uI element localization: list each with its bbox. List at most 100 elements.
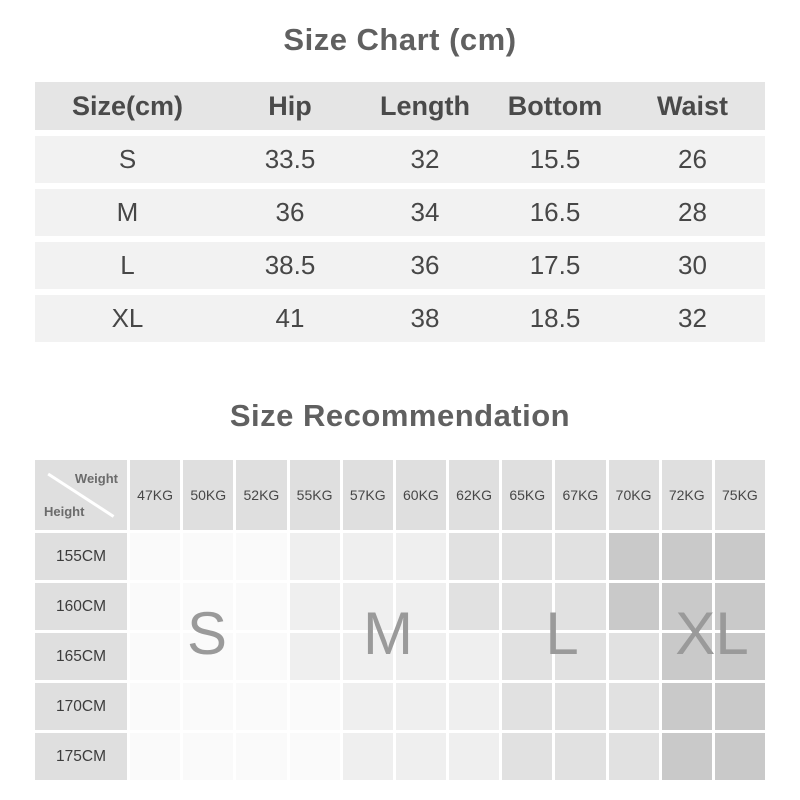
size-chart-header-row: Size(cm) Hip Length Bottom Waist — [35, 82, 765, 130]
value-cell: 32 — [410, 144, 440, 174]
value-cell: 15.5 — [529, 144, 581, 174]
value-cell: 36 — [275, 197, 305, 227]
zone-cell-m — [395, 633, 446, 680]
height-label-cell: 160CM — [35, 583, 127, 630]
value-cell: 36 — [410, 250, 440, 280]
zone-cell-xl — [661, 683, 712, 730]
zone-cell-l — [608, 633, 659, 680]
value-cell: 34 — [410, 197, 440, 227]
zone-cell-l — [502, 733, 553, 780]
weight-header-cell: 52KG — [236, 460, 287, 530]
zone-cell-xl — [661, 533, 712, 580]
value-cell: 33.5 — [264, 144, 316, 174]
zone-cell-m — [342, 633, 393, 680]
height-label-cell: 155CM — [35, 533, 127, 580]
value-cell: 30 — [678, 250, 707, 280]
zone-cell-xl — [714, 683, 765, 730]
value-cell: 38.5 — [264, 250, 316, 280]
weight-header-cell: 47KG — [130, 460, 181, 530]
table-row-s: S 33.5 32 15.5 26 — [35, 136, 765, 183]
zone-cell-s — [289, 733, 340, 780]
corner-weight-height-cell: Weight Height — [35, 460, 127, 530]
zone-cell-s — [183, 733, 234, 780]
zone-cell-m — [395, 533, 446, 580]
column-header-waist: Waist — [656, 90, 728, 121]
zone-cell-s — [130, 683, 181, 730]
zone-cell-l — [555, 683, 606, 730]
zone-cell-m — [342, 733, 393, 780]
zone-cell-l — [449, 583, 500, 630]
weight-header-cell: 55KG — [289, 460, 340, 530]
weight-header-cell: 75KG — [714, 460, 765, 530]
value-cell: 28 — [678, 197, 707, 227]
zone-cell-m — [289, 633, 340, 680]
value-cell: 38 — [410, 303, 440, 333]
zone-cell-l — [608, 683, 659, 730]
column-header-bottom: Bottom — [507, 90, 603, 121]
table-row-xl: XL 41 38 18.5 32 — [35, 295, 765, 342]
zone-cell-l — [555, 633, 606, 680]
zone-cell-l — [502, 683, 553, 730]
zone-cell-l — [502, 583, 553, 630]
zone-cell-m — [449, 633, 500, 680]
value-cell: 17.5 — [529, 250, 581, 280]
zone-cell-s — [183, 633, 234, 680]
zone-cell-xl — [608, 533, 659, 580]
zone-cell-l — [555, 583, 606, 630]
zone-cell-xl — [608, 583, 659, 630]
zone-cell-l — [502, 633, 553, 680]
corner-height-label: Height — [44, 504, 85, 519]
weight-header-cell: 60KG — [395, 460, 446, 530]
zone-cell-s — [183, 533, 234, 580]
zone-cell-s — [289, 683, 340, 730]
value-cell: 26 — [678, 144, 707, 174]
size-chart-title: Size Chart (cm) — [283, 22, 517, 57]
zone-cell-m — [342, 533, 393, 580]
height-label-cell: 165CM — [35, 633, 127, 680]
zone-cell-m — [395, 683, 446, 730]
zone-cell-s — [130, 633, 181, 680]
weight-header-cell: 72KG — [661, 460, 712, 530]
zone-cell-m — [395, 733, 446, 780]
weight-header-cell: 50KG — [183, 460, 234, 530]
zone-cell-xl — [714, 583, 765, 630]
weight-header-cell: 65KG — [502, 460, 553, 530]
zone-cell-s — [130, 533, 181, 580]
zone-cell-s — [236, 633, 287, 680]
table-row-l: L 38.5 36 17.5 30 — [35, 242, 765, 289]
zone-cell-xl — [661, 733, 712, 780]
size-cell: M — [116, 197, 139, 227]
value-cell: 41 — [275, 303, 305, 333]
zone-cell-xl — [661, 633, 712, 680]
value-cell: 32 — [678, 303, 707, 333]
weight-header-cell: 62KG — [449, 460, 500, 530]
value-cell: 18.5 — [529, 303, 581, 333]
column-header-length: Length — [380, 90, 470, 121]
zone-cell-s — [236, 583, 287, 630]
weight-header-cell: 57KG — [342, 460, 393, 530]
size-recommendation-grid: Weight Height 47KG 50KG 52KG 55KG 57KG 60KG 62… — [35, 460, 765, 780]
value-cell: 16.5 — [529, 197, 581, 227]
zone-cell-m — [289, 533, 340, 580]
size-chart-table: Size(cm) Hip Length Bottom Waist S 33.5 … — [35, 82, 765, 342]
zone-cell-s — [183, 683, 234, 730]
zone-cell-s — [236, 733, 287, 780]
size-cell: L — [120, 250, 135, 280]
size-cell: XL — [111, 303, 144, 333]
zone-cell-xl — [661, 583, 712, 630]
size-recommendation-chart: Weight Height 47KG 50KG 52KG 55KG 57KG 60KG 62… — [35, 460, 765, 780]
zone-cell-s — [236, 533, 287, 580]
zone-cell-m — [289, 583, 340, 630]
zone-cell-l — [608, 733, 659, 780]
zone-cell-m — [342, 683, 393, 730]
weight-header-cell: 70KG — [608, 460, 659, 530]
zone-cell-s — [130, 583, 181, 630]
height-label-cell: 170CM — [35, 683, 127, 730]
zone-cell-xl — [714, 733, 765, 780]
size-cell: S — [118, 144, 137, 174]
height-label-cell: 175CM — [35, 733, 127, 780]
zone-cell-m — [395, 583, 446, 630]
zone-cell-l — [449, 533, 500, 580]
zone-cell-s — [236, 683, 287, 730]
